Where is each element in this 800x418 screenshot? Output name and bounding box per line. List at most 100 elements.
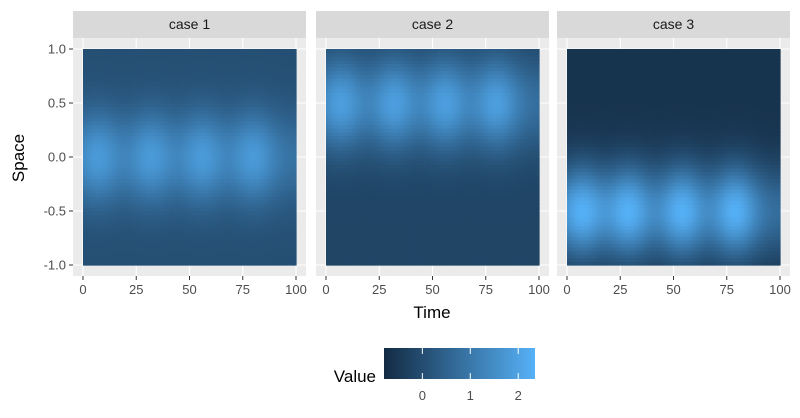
heatmap-tile — [172, 81, 176, 86]
heatmap-tile — [117, 103, 120, 108]
heatmap-tile — [183, 153, 186, 158]
heatmap-tile — [193, 110, 197, 115]
heatmap-tile — [238, 157, 242, 162]
heatmap-tile — [210, 239, 214, 244]
heatmap-tile — [193, 52, 197, 57]
heatmap-tile — [142, 103, 146, 108]
heatmap-tile — [170, 239, 174, 244]
heatmap-tile — [117, 121, 120, 126]
heatmap-tile — [123, 85, 127, 90]
heatmap-tile — [191, 214, 195, 219]
heatmap-tile — [95, 67, 99, 72]
heatmap-tile — [223, 121, 227, 126]
heatmap-tile — [155, 153, 159, 158]
heatmap-tile — [198, 139, 201, 144]
heatmap-tile — [221, 211, 225, 216]
heatmap-tile — [225, 146, 229, 151]
heatmap-tile — [227, 214, 231, 219]
heatmap-tile — [234, 67, 237, 72]
heatmap-tile — [110, 250, 114, 255]
heatmap-tile — [244, 99, 248, 104]
heatmap-tile — [166, 243, 169, 248]
heatmap-tile — [104, 160, 108, 165]
heatmap-tile — [178, 160, 182, 165]
heatmap-tile — [112, 175, 116, 180]
heatmap-tile — [170, 52, 174, 57]
heatmap-tile — [227, 106, 231, 111]
heatmap-tile — [195, 178, 199, 183]
heatmap-tile — [127, 214, 131, 219]
heatmap-tile — [215, 67, 218, 72]
heatmap-tile — [210, 81, 214, 86]
heatmap-tile — [163, 236, 167, 241]
heatmap-tile — [108, 92, 112, 97]
heatmap-tile — [117, 229, 120, 234]
heatmap-tile — [191, 149, 195, 154]
heatmap-tile — [93, 200, 97, 205]
heatmap-tile — [87, 167, 90, 172]
heatmap-tile — [100, 149, 103, 154]
heatmap-tile — [240, 193, 244, 198]
heatmap-tile — [206, 59, 210, 64]
heatmap-tile — [225, 139, 229, 144]
heatmap-tile — [93, 135, 97, 140]
heatmap-tile — [123, 95, 127, 100]
heatmap-tile — [251, 113, 254, 118]
heatmap-tile — [234, 56, 237, 61]
heatmap-tile — [176, 164, 180, 169]
heatmap-tile — [191, 207, 195, 212]
heatmap-tile — [198, 243, 201, 248]
heatmap-tile — [114, 164, 118, 169]
heatmap-tile — [102, 95, 105, 100]
heatmap-tile — [119, 257, 122, 262]
heatmap-tile — [244, 135, 248, 140]
heatmap-tile — [119, 200, 122, 205]
heatmap-tile — [234, 229, 237, 234]
heatmap-tile — [225, 200, 229, 205]
heatmap-tile — [95, 70, 99, 75]
heatmap-tile — [100, 110, 103, 115]
heatmap-tile — [125, 178, 129, 183]
heatmap-tile — [255, 167, 259, 172]
heatmap-tile — [180, 110, 184, 115]
heatmap-tile — [89, 196, 93, 201]
heatmap-tile — [93, 243, 97, 248]
heatmap-tile — [174, 139, 178, 144]
heatmap-tile — [140, 196, 144, 201]
heatmap-tile — [123, 146, 127, 151]
heatmap-tile — [229, 70, 233, 75]
heatmap-tile — [100, 117, 103, 122]
heatmap-tile — [117, 193, 120, 198]
heatmap-tile — [129, 106, 133, 111]
heatmap-tile — [221, 56, 225, 61]
heatmap-tile — [195, 239, 199, 244]
heatmap-tile — [140, 56, 144, 61]
heatmap-tile — [159, 247, 163, 252]
heatmap-tile — [129, 261, 133, 266]
heatmap-tile — [146, 85, 150, 90]
heatmap-tile — [234, 85, 237, 90]
heatmap-tile — [208, 153, 212, 158]
heatmap-tile — [146, 49, 150, 54]
heatmap-tile — [89, 257, 93, 262]
heatmap-tile — [195, 157, 199, 162]
heatmap-tile — [240, 182, 244, 187]
heatmap-tile — [93, 121, 97, 126]
heatmap-tile — [117, 236, 120, 241]
heatmap-tile — [83, 185, 86, 190]
heatmap-tile — [180, 247, 184, 252]
heatmap-tile — [215, 131, 218, 136]
heatmap-tile — [217, 70, 220, 75]
heatmap-tile — [138, 211, 142, 216]
heatmap-tile — [210, 257, 214, 262]
heatmap-tile — [97, 149, 101, 154]
heatmap-tile — [161, 218, 165, 223]
heatmap-tile — [253, 247, 257, 252]
heatmap-tile — [166, 135, 169, 140]
heatmap-tile — [114, 52, 118, 57]
heatmap-tile — [140, 70, 144, 75]
heatmap-tile — [159, 103, 163, 108]
heatmap-tile — [119, 121, 122, 126]
heatmap-tile — [232, 211, 235, 216]
heatmap-tile — [125, 135, 129, 140]
